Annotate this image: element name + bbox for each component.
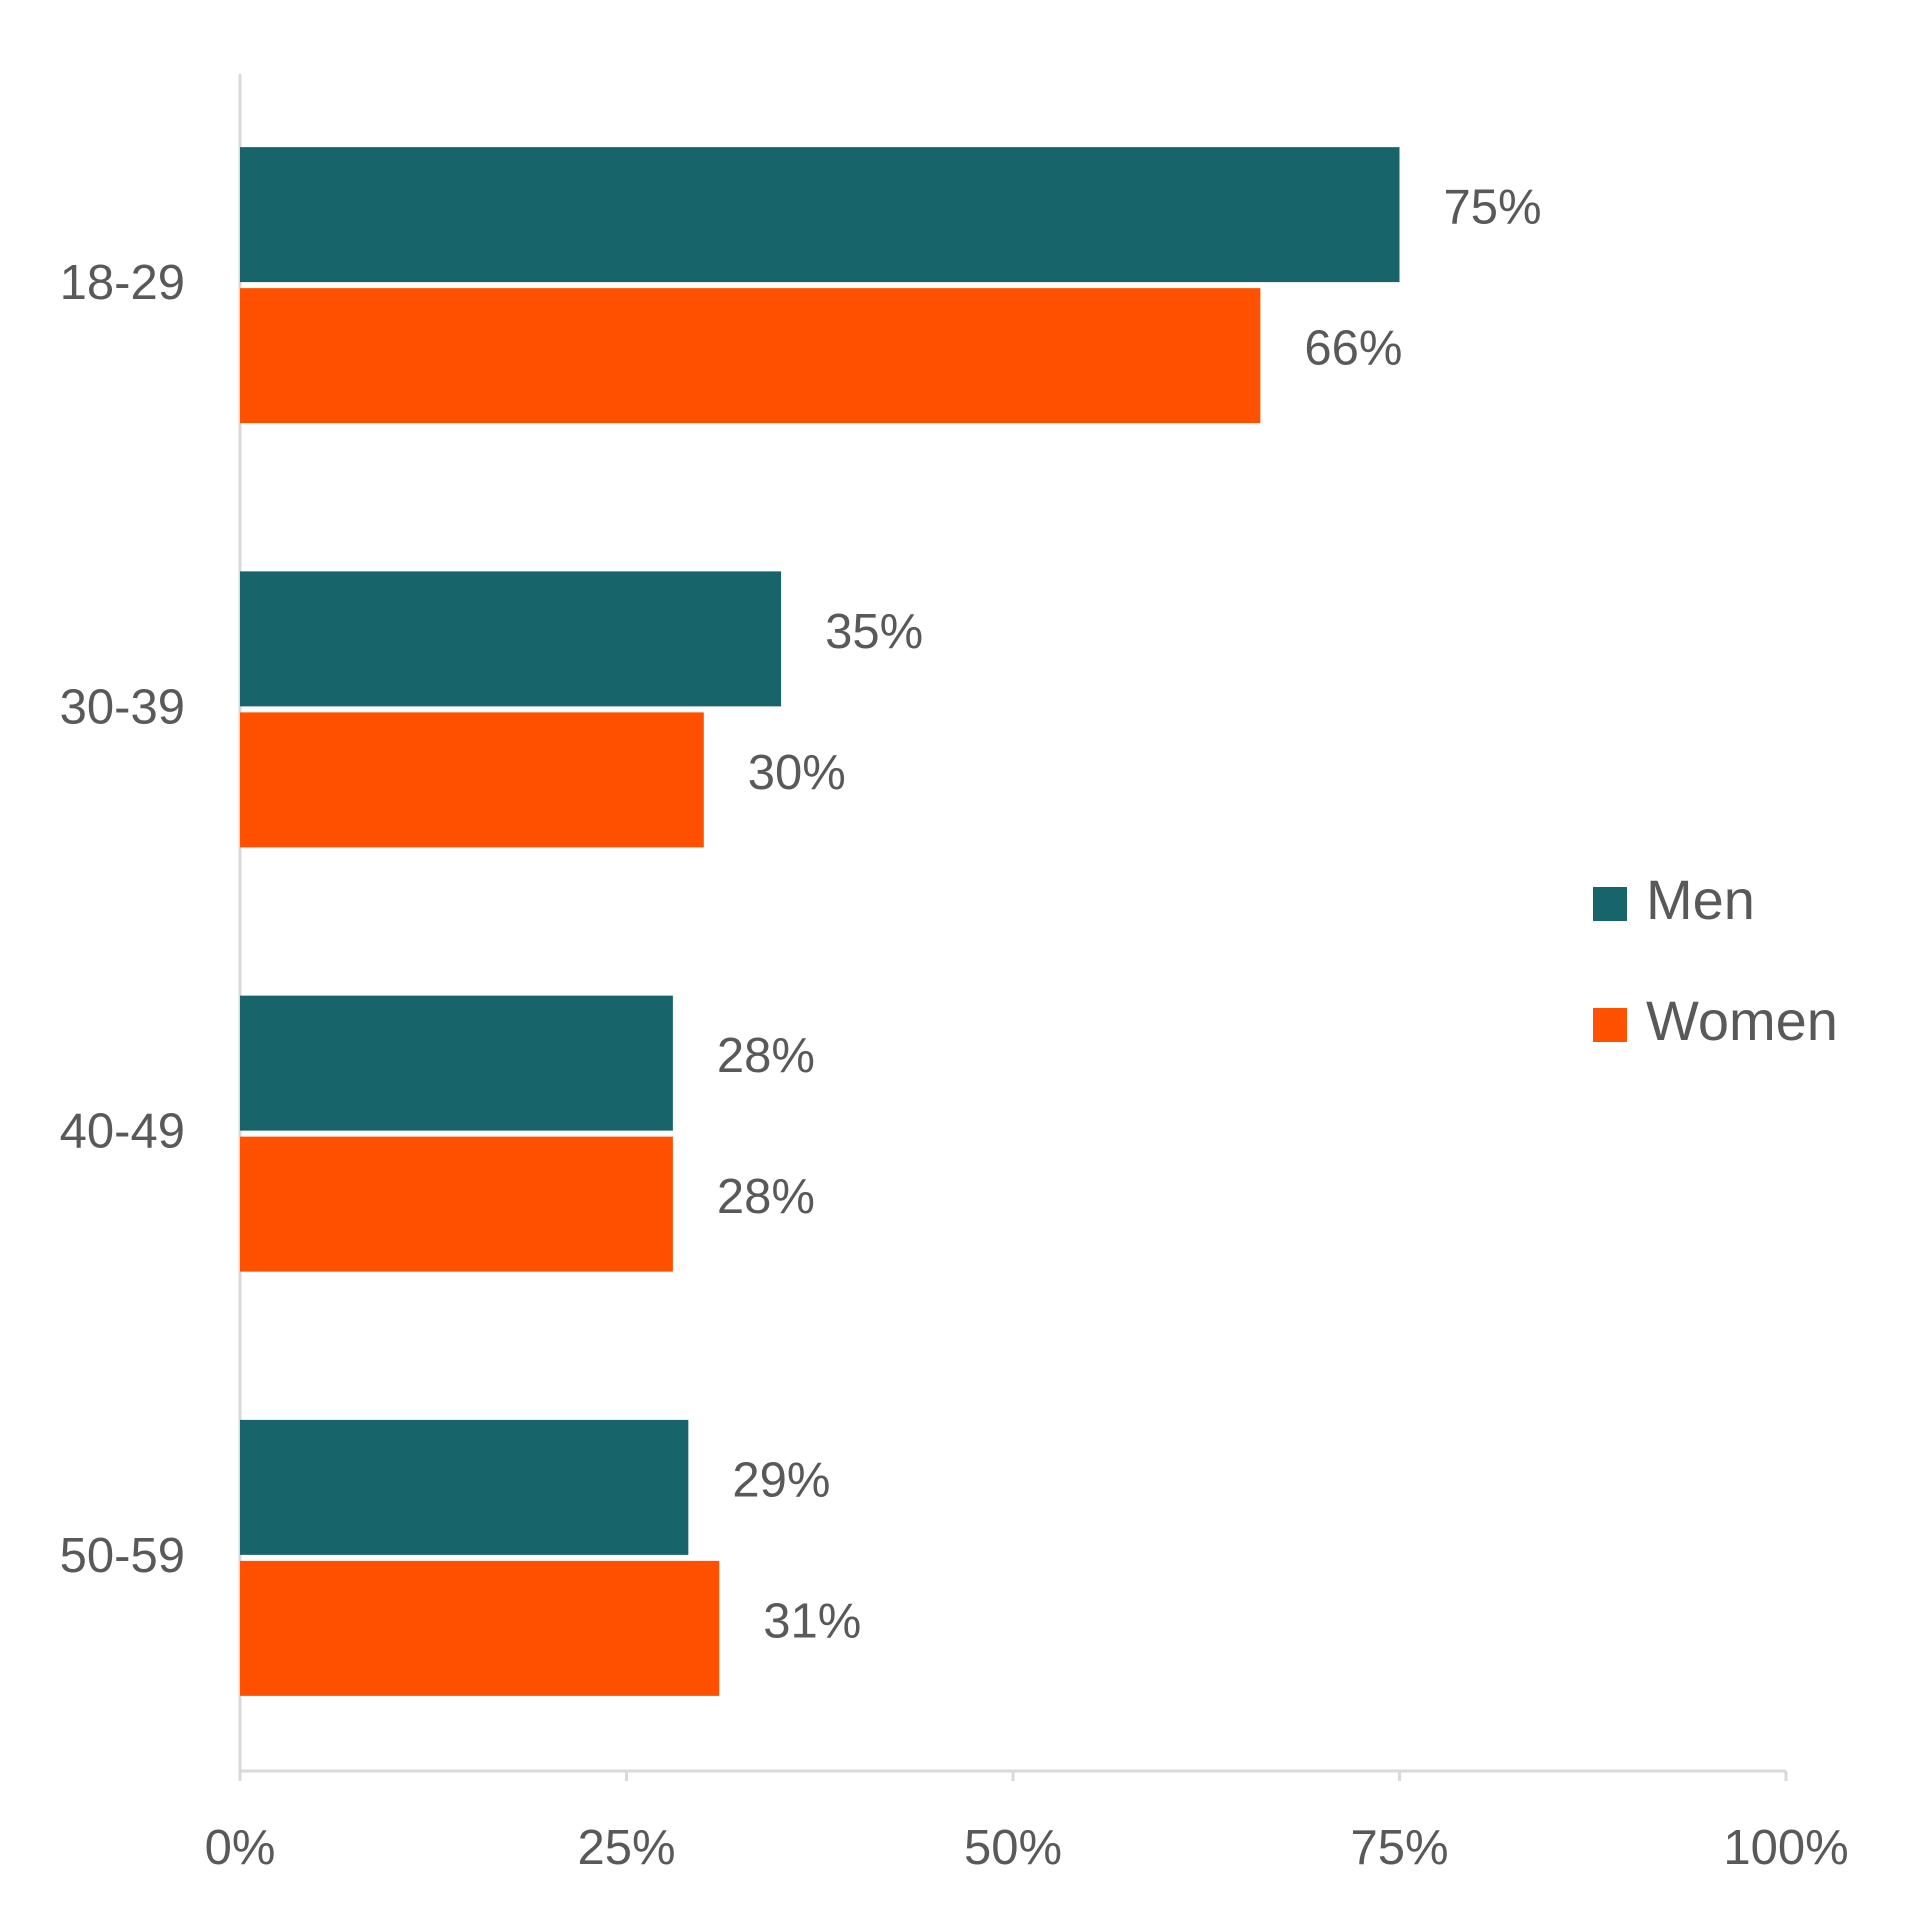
bar: [240, 288, 1261, 424]
legend-label: Men: [1646, 868, 1755, 931]
y-tick-label: 50-59: [60, 1529, 185, 1583]
value-label: 66%: [1304, 322, 1402, 376]
legend-swatch: [1593, 887, 1627, 921]
x-tick-label: 25%: [577, 1821, 675, 1875]
y-tick-label: 40-49: [60, 1105, 185, 1159]
bar: [240, 712, 704, 848]
legend-swatch: [1593, 1008, 1627, 1042]
bar: [240, 1419, 689, 1555]
bar: [240, 1560, 720, 1696]
value-label: 28%: [717, 1170, 815, 1224]
value-label: 35%: [825, 605, 923, 659]
value-label: 29%: [732, 1453, 830, 1507]
bar: [240, 1136, 673, 1272]
legend-label: Women: [1646, 989, 1838, 1052]
bar: [240, 147, 1400, 283]
x-tick-label: 100%: [1723, 1821, 1848, 1875]
value-label: 31%: [763, 1594, 861, 1648]
x-tick-label: 50%: [964, 1821, 1062, 1875]
bar: [240, 571, 782, 707]
value-label: 75%: [1444, 181, 1542, 235]
bar: [240, 995, 673, 1131]
x-tick-label: 75%: [1350, 1821, 1448, 1875]
x-tick-label: 0%: [205, 1821, 276, 1875]
y-tick-label: 30-39: [60, 680, 185, 734]
y-tick-label: 18-29: [60, 256, 185, 310]
value-label: 30%: [748, 746, 846, 800]
value-label: 28%: [717, 1029, 815, 1083]
